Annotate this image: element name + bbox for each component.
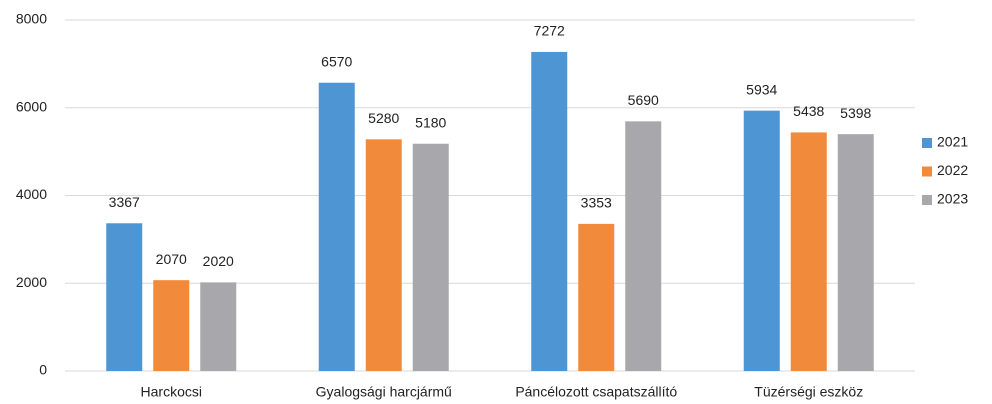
bar <box>790 132 827 371</box>
bar <box>106 223 143 371</box>
x-tick-label: Harckocsi <box>141 384 202 400</box>
x-tick-label: Gyalogsági harcjármű <box>316 384 452 400</box>
bar <box>578 223 615 371</box>
bar <box>837 134 874 371</box>
bar <box>365 139 402 371</box>
data-label: 7272 <box>534 23 565 39</box>
legend-label: 2022 <box>937 162 968 178</box>
y-tick-label: 6000 <box>16 98 47 114</box>
legend-label: 2021 <box>937 134 968 150</box>
x-tick-label: Tüzérségi eszköz <box>754 384 863 400</box>
bar <box>412 143 449 371</box>
data-label: 5398 <box>840 105 871 121</box>
y-tick-label: 8000 <box>16 11 47 27</box>
data-label: 3367 <box>109 194 140 210</box>
data-label: 5180 <box>415 114 446 130</box>
y-tick-label: 4000 <box>16 186 47 202</box>
data-label: 3353 <box>581 195 612 211</box>
bar <box>625 121 662 371</box>
bar <box>318 82 355 372</box>
legend-swatch <box>922 195 932 205</box>
legend-swatch <box>922 166 932 177</box>
x-tick-label: Páncélozott csapatszállító <box>515 384 677 400</box>
data-label: 2070 <box>156 251 187 267</box>
y-tick-label: 0 <box>39 362 47 378</box>
bar <box>743 110 780 371</box>
y-tick-label: 2000 <box>16 274 47 290</box>
data-label: 5934 <box>746 81 777 97</box>
data-label: 2020 <box>203 253 234 269</box>
data-label: 5690 <box>628 92 659 108</box>
data-label: 5438 <box>793 103 824 119</box>
bar <box>153 280 190 371</box>
data-label: 5280 <box>368 110 399 126</box>
bar <box>531 51 568 371</box>
bar <box>200 282 237 371</box>
legend-swatch <box>922 138 932 148</box>
data-label: 6570 <box>321 53 352 69</box>
legend-label: 2023 <box>937 191 968 207</box>
